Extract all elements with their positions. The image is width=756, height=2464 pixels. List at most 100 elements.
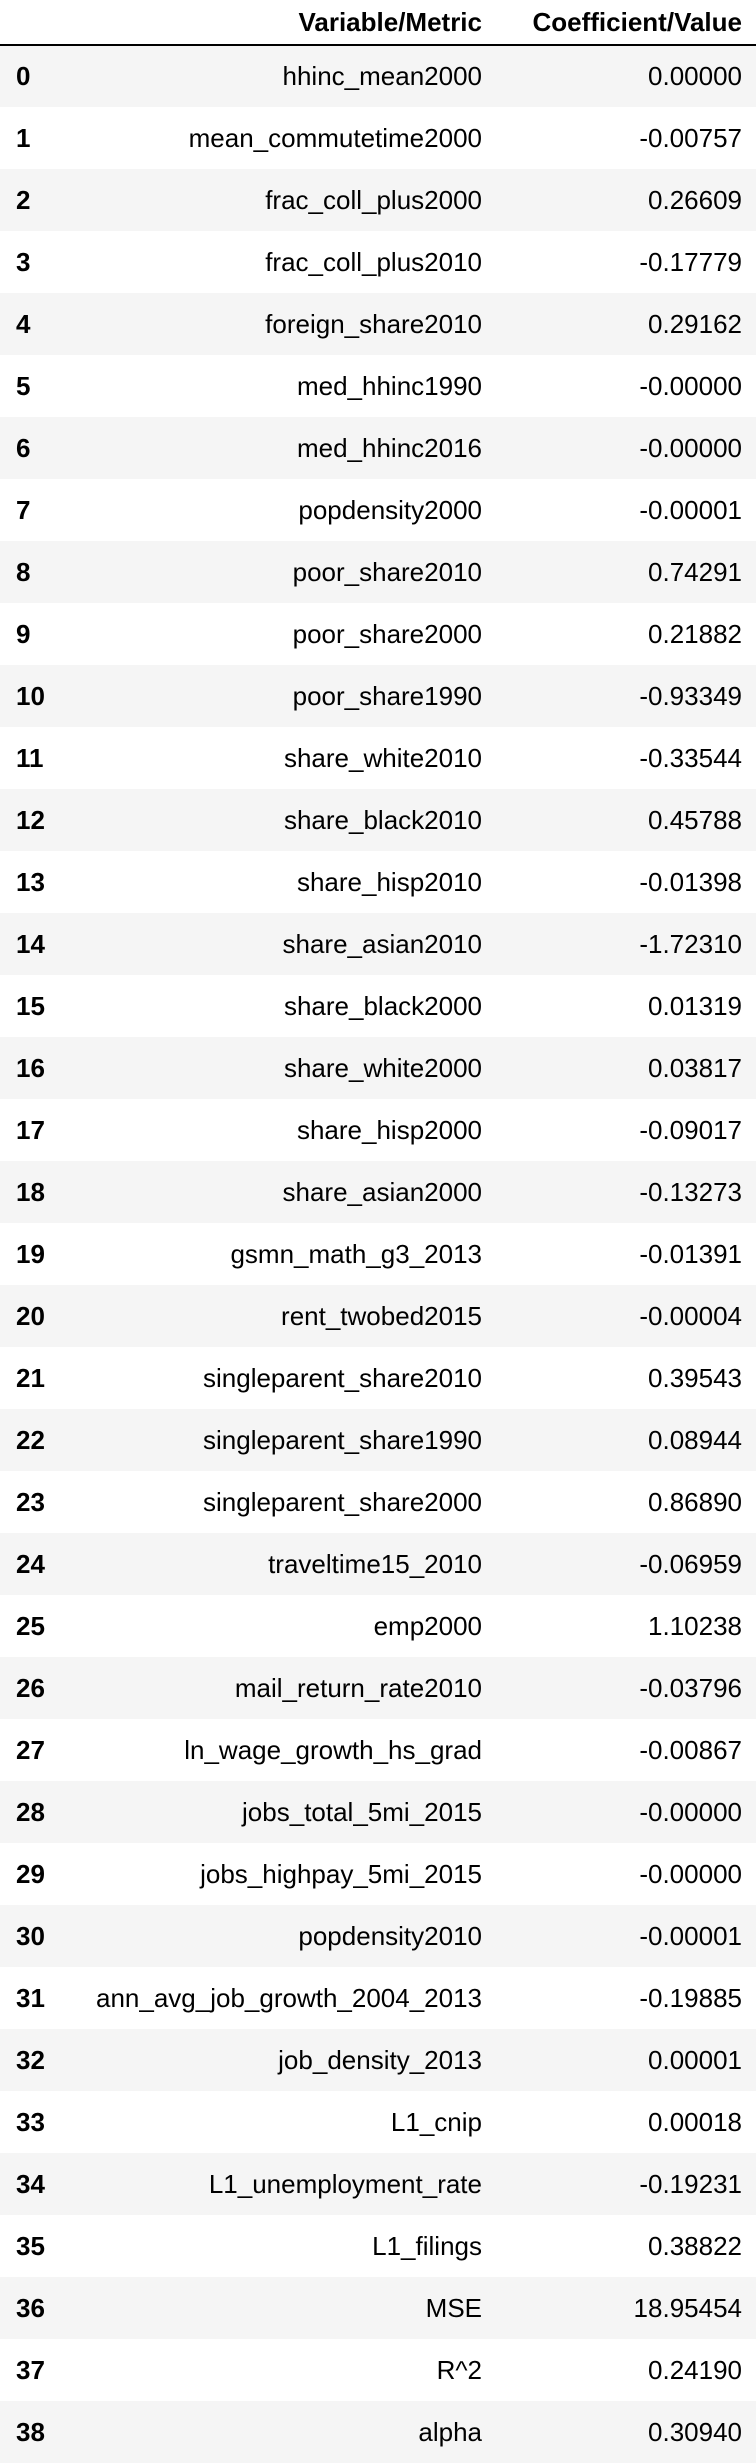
value-cell: -0.00001 — [639, 494, 742, 525]
row-index: 26 — [16, 1672, 45, 1703]
value-cell: -0.00000 — [639, 1796, 742, 1827]
variable-cell: singleparent_share2000 — [203, 1486, 482, 1517]
row-index: 32 — [16, 2044, 45, 2075]
variable-cell: popdensity2000 — [298, 494, 482, 525]
row-index: 11 — [16, 742, 44, 773]
table-row: 31 ann_avg_job_growth_2004_2013 -0.19885 — [0, 1967, 756, 2029]
table-row: 24 traveltime15_2010 -0.06959 — [0, 1533, 756, 1595]
value-cell: 0.08944 — [648, 1424, 742, 1455]
variable-cell: share_asian2010 — [282, 928, 483, 959]
table-row: 25 emp2000 1.10238 — [0, 1595, 756, 1657]
value-cell: 0.00018 — [648, 2106, 742, 2137]
table-row: 11 share_white2010 -0.33544 — [0, 727, 756, 789]
row-index: 1 — [16, 122, 31, 153]
variable-cell: L1_filings — [372, 2230, 482, 2261]
row-index: 38 — [16, 2416, 45, 2447]
table-row: 22 singleparent_share1990 0.08944 — [0, 1409, 756, 1471]
table-row: 21 singleparent_share2010 0.39543 — [0, 1347, 756, 1409]
value-cell: -0.00000 — [639, 370, 742, 401]
table-row: 0 hhinc_mean2000 0.00000 — [0, 45, 756, 107]
value-cell: -1.72310 — [639, 928, 742, 959]
value-cell: 0.01319 — [648, 990, 742, 1021]
row-index: 24 — [16, 1548, 45, 1579]
table-row: 19 gsmn_math_g3_2013 -0.01391 — [0, 1223, 756, 1285]
variable-cell: med_hhinc1990 — [296, 370, 482, 401]
header-row: Variable/Metric Coefficient/Value — [0, 0, 756, 46]
variable-cell: singleparent_share1990 — [203, 1424, 482, 1455]
variable-cell: frac_coll_plus2010 — [265, 246, 482, 277]
value-cell: -0.01391 — [639, 1238, 742, 1269]
variable-cell: poor_share1990 — [292, 680, 482, 711]
variable-cell: med_hhinc2016 — [296, 432, 482, 463]
table-row: 15 share_black2000 0.01319 — [0, 975, 756, 1037]
value-cell: -0.19231 — [639, 2168, 742, 2199]
row-index: 22 — [16, 1424, 45, 1455]
table-row: 3 frac_coll_plus2010 -0.17779 — [0, 231, 756, 293]
table-row: 5 med_hhinc1990 -0.00000 — [0, 355, 756, 417]
table-row: 28 jobs_total_5mi_2015 -0.00000 — [0, 1781, 756, 1843]
variable-cell: share_hisp2000 — [296, 1114, 482, 1145]
row-index: 33 — [16, 2106, 45, 2137]
variable-cell: singleparent_share2010 — [203, 1362, 482, 1393]
value-cell: -0.00001 — [639, 1920, 742, 1951]
variable-cell: R^2 — [436, 2354, 482, 2385]
variable-cell: share_black2010 — [283, 804, 482, 835]
value-cell: 0.86890 — [648, 1486, 742, 1517]
index-column-header — [0, 0, 72, 46]
table-row: 8 poor_share2010 0.74291 — [0, 541, 756, 603]
row-index: 7 — [16, 494, 31, 525]
variable-cell: share_white2010 — [283, 742, 482, 773]
row-index: 21 — [16, 1362, 45, 1393]
value-cell: 0.30940 — [648, 2416, 742, 2447]
row-index: 30 — [16, 1920, 45, 1951]
variable-cell: poor_share2000 — [292, 618, 482, 649]
table-row: 38 alpha 0.30940 — [0, 2401, 756, 2463]
row-index: 6 — [16, 432, 31, 463]
value-cell: -0.13273 — [639, 1176, 742, 1207]
row-index: 31 — [16, 1982, 45, 2013]
row-index: 10 — [16, 680, 45, 711]
table-row: 1 mean_commutetime2000 -0.00757 — [0, 107, 756, 169]
variable-cell: ann_avg_job_growth_2004_2013 — [95, 1982, 482, 2013]
table-row: 2 frac_coll_plus2000 0.26609 — [0, 169, 756, 231]
table-row: 27 ln_wage_growth_hs_grad -0.00867 — [0, 1719, 756, 1781]
row-index: 19 — [16, 1238, 45, 1269]
table-row: 9 poor_share2000 0.21882 — [0, 603, 756, 665]
table-row: 20 rent_twobed2015 -0.00004 — [0, 1285, 756, 1347]
variable-cell: foreign_share2010 — [265, 308, 482, 339]
row-index: 35 — [16, 2230, 45, 2261]
value-cell: -0.03796 — [639, 1672, 742, 1703]
row-index: 25 — [16, 1610, 45, 1641]
table-row: 30 popdensity2010 -0.00001 — [0, 1905, 756, 1967]
value-cell: 0.26609 — [648, 184, 742, 215]
value-cell: 0.00001 — [648, 2044, 742, 2075]
row-index: 36 — [16, 2292, 45, 2323]
value-cell: 18.95454 — [633, 2292, 742, 2323]
table-row: 6 med_hhinc2016 -0.00000 — [0, 417, 756, 479]
value-cell: 0.21882 — [648, 618, 742, 649]
row-index: 14 — [16, 928, 45, 959]
table-row: 37 R^2 0.24190 — [0, 2339, 756, 2401]
variable-cell: gsmn_math_g3_2013 — [230, 1238, 482, 1269]
table-row: 7 popdensity2000 -0.00001 — [0, 479, 756, 541]
variable-cell: job_density_2013 — [278, 2044, 482, 2075]
row-index: 28 — [16, 1796, 45, 1827]
variable-cell: L1_cnip — [390, 2106, 482, 2137]
value-cell: -0.33544 — [639, 742, 742, 773]
variable-cell: popdensity2010 — [298, 1920, 482, 1951]
variable-column-header: Variable/Metric — [72, 0, 496, 46]
value-cell: 1.10238 — [648, 1610, 742, 1641]
table-row: 17 share_hisp2000 -0.09017 — [0, 1099, 756, 1161]
value-cell: -0.09017 — [639, 1114, 742, 1145]
value-cell: -0.01398 — [639, 866, 742, 897]
value-cell: 0.24190 — [648, 2354, 742, 2385]
table-row: 34 L1_unemployment_rate -0.19231 — [0, 2153, 756, 2215]
row-index: 18 — [16, 1176, 45, 1207]
row-index: 0 — [16, 61, 31, 91]
value-cell: -0.00867 — [639, 1734, 742, 1765]
value-cell: -0.00004 — [639, 1300, 742, 1331]
row-index: 27 — [16, 1734, 45, 1765]
table-row: 10 poor_share1990 -0.93349 — [0, 665, 756, 727]
